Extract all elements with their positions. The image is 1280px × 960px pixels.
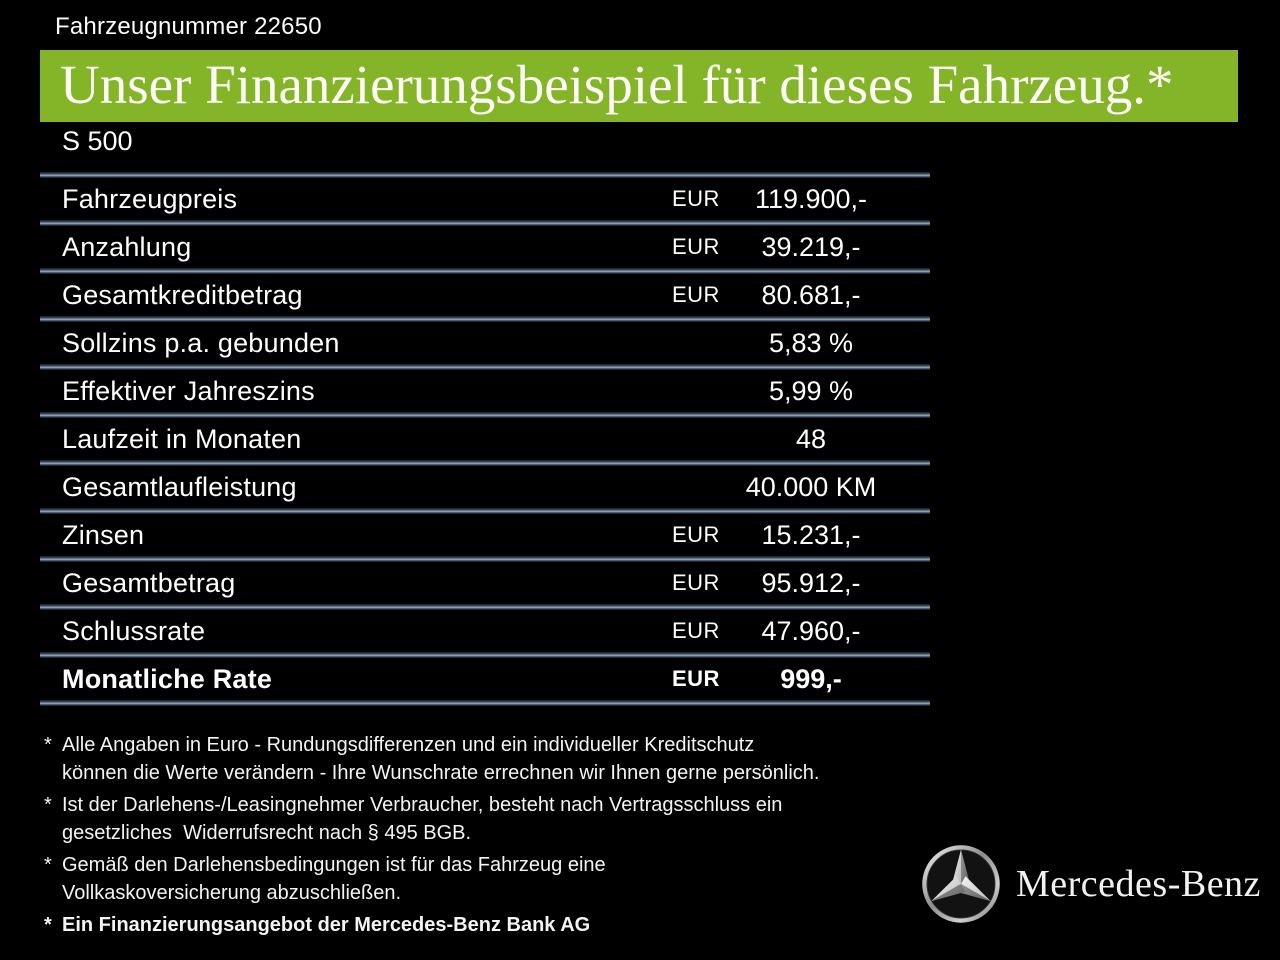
- footnote-text: Ein Finanzierungsangebot der Mercedes-Be…: [62, 911, 924, 939]
- row-divider: [40, 364, 930, 370]
- table-row-effektiver-jahreszins: Effektiver Jahreszins 5,99 %: [40, 370, 930, 412]
- asterisk-marker: *: [44, 734, 52, 756]
- row-value-cell: 48: [660, 424, 930, 455]
- row-value: 999,-: [780, 663, 842, 694]
- row-value-cell: EUR 39.219,-: [660, 232, 930, 263]
- row-divider: [40, 700, 930, 706]
- row-divider: [40, 604, 930, 610]
- footnote-rounding: * Alle Angaben in Euro - Rundungsdiffere…: [44, 731, 924, 787]
- row-value: 48: [795, 423, 827, 454]
- footnote-text: Gemäß den Darlehensbedingungen ist für d…: [62, 851, 924, 907]
- row-value: 47.960,-: [761, 615, 861, 646]
- row-value: 119.900,-: [754, 183, 868, 214]
- row-value: 95.912,-: [761, 567, 861, 598]
- table-row-monatliche-rate: Monatliche Rate EUR 999,-: [40, 658, 930, 700]
- table-row-fahrzeugpreis: Fahrzeugpreis EUR 119.900,-: [40, 178, 930, 220]
- row-label: Zinsen: [62, 519, 145, 550]
- row-label: Sollzins p.a. gebunden: [62, 327, 340, 358]
- row-divider: [40, 316, 930, 322]
- table-row-zinsen: Zinsen EUR 15.231,-: [40, 514, 930, 556]
- currency-label: EUR: [672, 234, 720, 259]
- row-value: 39.219,-: [761, 231, 861, 262]
- row-divider: [40, 220, 930, 226]
- footnote-bank: * Ein Finanzierungsangebot der Mercedes-…: [44, 911, 924, 939]
- footnote-line: Alle Angaben in Euro - Rundungsdifferenz…: [62, 734, 755, 756]
- footnote-line: Ein Finanzierungsangebot der Mercedes-Be…: [62, 914, 591, 936]
- page-title: Unser Finanzierungsbeispiel für dieses F…: [60, 54, 1174, 115]
- footnote-vollkasko: * Gemäß den Darlehensbedingungen ist für…: [44, 851, 924, 907]
- currency-label: EUR: [672, 618, 720, 643]
- footnote-line: Vollkaskoversicherung abzuschließen.: [62, 882, 402, 904]
- row-value: 15.231,-: [761, 519, 861, 550]
- row-divider: [40, 172, 930, 178]
- table-row-gesamtbetrag: Gesamtbetrag EUR 95.912,-: [40, 562, 930, 604]
- row-value: 80.681,-: [761, 279, 861, 310]
- footnote-line: gesetzliches Widerrufsrecht nach § 495 B…: [62, 822, 472, 844]
- currency-label: EUR: [672, 522, 720, 547]
- finance-table: Fahrzeugpreis EUR 119.900,- Anzahlung EU…: [40, 172, 930, 706]
- row-value-cell: EUR 95.912,-: [660, 568, 930, 599]
- row-value: 5,99 %: [768, 375, 854, 406]
- row-label: Effektiver Jahreszins: [62, 375, 315, 406]
- currency-label: EUR: [672, 570, 720, 595]
- row-label: Monatliche Rate: [62, 663, 273, 694]
- row-value-cell: EUR 999,-: [660, 664, 930, 695]
- table-row-gesamtkreditbetrag: Gesamtkreditbetrag EUR 80.681,-: [40, 274, 930, 316]
- row-value-cell: 5,83 %: [660, 328, 930, 359]
- table-row-laufzeit: Laufzeit in Monaten 48: [40, 418, 930, 460]
- row-divider: [40, 556, 930, 562]
- row-label: Laufzeit in Monaten: [62, 423, 302, 454]
- row-value-cell: 5,99 %: [660, 376, 930, 407]
- mercedes-star-icon: [922, 845, 1000, 923]
- row-divider: [40, 508, 930, 514]
- row-value: 5,83 %: [768, 327, 854, 358]
- table-row-gesamtlaufleistung: Gesamtlaufleistung 40.000 KM: [40, 466, 930, 508]
- row-value-cell: EUR 80.681,-: [660, 280, 930, 311]
- row-label: Schlussrate: [62, 615, 206, 646]
- asterisk-marker: *: [44, 854, 52, 876]
- table-row-anzahlung: Anzahlung EUR 39.219,-: [40, 226, 930, 268]
- footnote-line: Gemäß den Darlehensbedingungen ist für d…: [62, 854, 606, 876]
- currency-label: EUR: [672, 282, 720, 307]
- row-label: Gesamtlaufleistung: [62, 471, 297, 502]
- row-divider: [40, 412, 930, 418]
- mercedes-wordmark: Mercedes-Benz: [1016, 863, 1261, 905]
- table-row-schlussrate: Schlussrate EUR 47.960,-: [40, 610, 930, 652]
- currency-label: EUR: [672, 186, 720, 211]
- row-label: Anzahlung: [62, 231, 192, 262]
- asterisk-marker: *: [44, 794, 52, 816]
- footnote-widerrufsrecht: * Ist der Darlehens-/Leasingnehmer Verbr…: [44, 791, 924, 847]
- row-label: Gesamtkreditbetrag: [62, 279, 303, 310]
- model-name: S 500: [62, 126, 133, 156]
- footnote-line: Ist der Darlehens-/Leasingnehmer Verbrau…: [62, 794, 783, 816]
- row-divider: [40, 268, 930, 274]
- currency-label: EUR: [672, 666, 720, 691]
- row-divider: [40, 460, 930, 466]
- footnotes: * Alle Angaben in Euro - Rundungsdiffere…: [44, 731, 924, 943]
- title-banner: Unser Finanzierungsbeispiel für dieses F…: [40, 50, 1238, 122]
- row-label: Fahrzeugpreis: [62, 183, 238, 214]
- footnote-text: Ist der Darlehens-/Leasingnehmer Verbrau…: [62, 791, 924, 847]
- row-divider: [40, 652, 930, 658]
- vehicle-number: Fahrzeugnummer 22650: [55, 13, 322, 40]
- asterisk-marker: *: [44, 914, 52, 936]
- row-label: Gesamtbetrag: [62, 567, 236, 598]
- row-value-cell: EUR 119.900,-: [660, 184, 930, 215]
- footnote-line: können die Werte verändern - Ihre Wunsch…: [62, 762, 820, 784]
- footnote-text: Alle Angaben in Euro - Rundungsdifferenz…: [62, 731, 924, 787]
- row-value-cell: EUR 47.960,-: [660, 616, 930, 647]
- row-value-cell: EUR 15.231,-: [660, 520, 930, 551]
- row-value-cell: 40.000 KM: [660, 472, 930, 503]
- table-row-sollzins: Sollzins p.a. gebunden 5,83 %: [40, 322, 930, 364]
- row-value: 40.000 KM: [745, 471, 877, 502]
